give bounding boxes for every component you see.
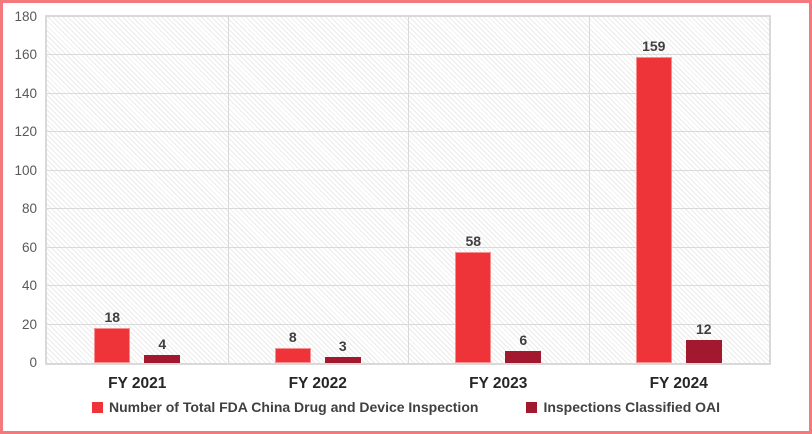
plot-area: 18 4 8 3 58 6 159 12: [45, 15, 771, 365]
bar-total-fy-2024: [635, 57, 672, 363]
legend: Number of Total FDA China Drug and Devic…: [3, 399, 809, 415]
data-label-oai-fy-2024: 12: [695, 320, 712, 337]
bar-wrap-oai-fy-2021: 4: [144, 336, 181, 363]
x-axis-label-fy-2023: FY 2023: [469, 375, 528, 392]
x-axis-label-fy-2022: FY 2022: [288, 375, 347, 392]
legend-label-total: Number of Total FDA China Drug and Devic…: [108, 399, 479, 415]
bar-oai-fy-2024: [685, 339, 722, 363]
legend-marker-oai-icon: [526, 401, 538, 413]
bar-total-fy-2022: [274, 347, 311, 363]
x-axis-label-fy-2024: FY 2024: [649, 375, 708, 392]
gridline-v-2: [408, 17, 409, 363]
bar-group-fy-2023: 58 6: [455, 232, 542, 363]
legend-marker-total-icon: [91, 401, 103, 413]
legend-item-total: Number of Total FDA China Drug and Devic…: [91, 399, 479, 415]
bar-wrap-total-fy-2021: 18: [94, 309, 131, 363]
y-tick-label-180: 180: [14, 9, 37, 24]
bar-wrap-oai-fy-2022: 3: [324, 338, 361, 363]
data-label-oai-fy-2022: 3: [338, 338, 347, 355]
data-label-total-fy-2022: 8: [288, 328, 297, 345]
gridline-v-1: [227, 17, 229, 363]
y-tick-label-60: 60: [21, 239, 37, 255]
bar-group-fy-2024: 159 12: [635, 38, 722, 363]
bar-oai-fy-2021: [144, 355, 181, 363]
bar-oai-fy-2023: [505, 351, 542, 363]
y-tick-label-0: 0: [29, 355, 37, 370]
gridline-v-3: [588, 17, 590, 363]
data-label-total-fy-2021: 18: [104, 309, 121, 326]
y-tick-label-120: 120: [14, 124, 37, 140]
chart-canvas: 18 4 8 3 58 6 159 12 0 20 40 60 80 100 120 140 160 180 F…: [3, 3, 809, 431]
data-label-total-fy-2024: 159: [642, 38, 666, 55]
y-tick-label-40: 40: [21, 278, 37, 294]
legend-label-oai: Inspections Classified OAI: [543, 399, 721, 415]
y-tick-label-20: 20: [21, 316, 37, 332]
bar-group-fy-2021: 18 4: [94, 309, 181, 363]
bar-wrap-total-fy-2023: 58: [455, 232, 492, 363]
y-tick-label-80: 80: [21, 201, 37, 217]
x-axis-label-fy-2021: FY 2021: [108, 375, 167, 392]
legend-item-oai: Inspections Classified OAI: [526, 399, 720, 415]
y-tick-label-140: 140: [14, 85, 37, 101]
data-label-oai-fy-2021: 4: [158, 336, 167, 353]
data-label-oai-fy-2023: 6: [519, 332, 528, 349]
bar-wrap-oai-fy-2023: 6: [505, 332, 542, 363]
bar-total-fy-2023: [455, 251, 492, 363]
bar-oai-fy-2022: [324, 357, 361, 363]
bar-wrap-oai-fy-2024: 12: [685, 320, 722, 363]
data-label-total-fy-2023: 58: [465, 232, 482, 249]
bar-wrap-total-fy-2024: 159: [635, 38, 672, 363]
y-tick-label-160: 160: [14, 47, 37, 63]
y-tick-label-100: 100: [14, 162, 37, 178]
bar-wrap-total-fy-2022: 8: [274, 328, 311, 363]
bar-total-fy-2021: [94, 328, 131, 363]
